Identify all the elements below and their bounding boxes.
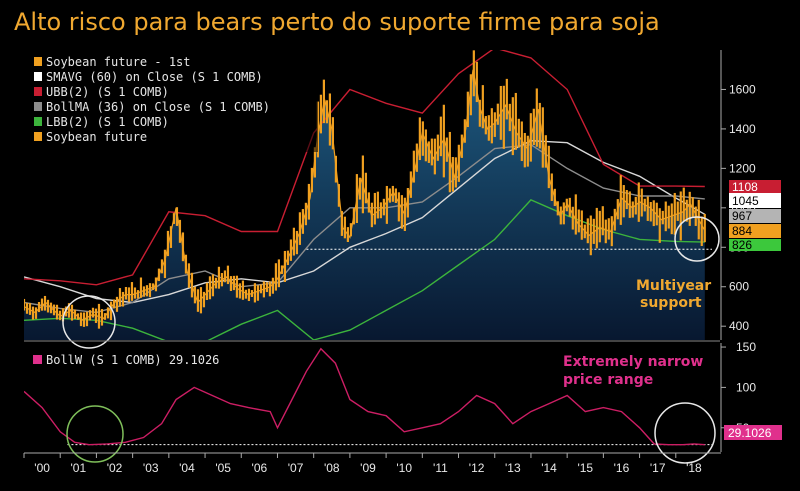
support-circle-2018 — [674, 216, 720, 262]
tag-sma-bg — [729, 209, 781, 223]
lower-legend: BollW (S 1 COMB) 29.1026 — [33, 353, 219, 367]
upper-panel — [24, 50, 720, 349]
annotation-narrow-line2: price range — [563, 372, 653, 388]
x-tick-label: '07 — [288, 461, 304, 475]
lower-panel — [24, 347, 716, 464]
x-tick-label: '14 — [541, 461, 557, 475]
sma-line — [24, 139, 706, 304]
y-tick-label: 1200 — [729, 161, 756, 175]
x-tick-label: '08 — [324, 461, 340, 475]
lower-legend-swatch — [33, 355, 42, 364]
tag-bollw-bg — [724, 425, 782, 440]
x-tick-label: '10 — [396, 461, 412, 475]
legend-label: SMAVG (60) on Close (S 1 COMB) — [46, 70, 263, 84]
x-tick-label: '11 — [433, 461, 448, 475]
legend-swatch — [34, 87, 42, 96]
bollw-line — [24, 347, 705, 446]
y-tick-label-lower: 150 — [736, 340, 756, 354]
annotation-support-line1: Multiyear — [636, 278, 711, 294]
tag-price-bg — [729, 224, 781, 238]
y-tick-label: 400 — [729, 319, 749, 333]
legend-label: LBB(2) (S 1 COMB) — [46, 115, 169, 129]
x-tick-label: '12 — [469, 461, 485, 475]
legend-swatch — [34, 102, 42, 111]
annotation-support-line2: support — [640, 295, 702, 311]
lower-legend-label: BollW (S 1 COMB) 29.1026 — [46, 353, 219, 367]
legend-swatch — [34, 72, 42, 81]
price-line — [24, 69, 706, 322]
y-tick-label: 1600 — [729, 82, 756, 96]
last-value-tags: 1108 1045 967 884 826 29.1026 — [724, 180, 782, 440]
tag-bollw: 29.1026 — [728, 426, 772, 440]
tag-price: 884 — [732, 224, 752, 238]
narrow-circle-2001 — [66, 405, 124, 463]
x-tick-label: '06 — [252, 461, 268, 475]
annotation-narrow-line1: Extremely narrow — [563, 354, 703, 370]
legend-label: BollMA (36) on Close (S 1 COMB) — [46, 100, 270, 114]
x-tick-label: '05 — [215, 461, 231, 475]
tag-sma: 967 — [732, 209, 752, 223]
y-tick-label: 1400 — [729, 122, 756, 136]
x-tick-label: '00 — [34, 461, 50, 475]
x-tick-label: '15 — [577, 461, 593, 475]
support-circle-2001 — [62, 295, 116, 349]
x-tick-label: '02 — [107, 461, 123, 475]
tag-ubb: 1108 — [732, 180, 758, 194]
x-tick-label: '01 — [70, 461, 86, 475]
x-tick-label: '09 — [360, 461, 376, 475]
legend-swatch — [34, 132, 42, 141]
tag-ubb-bg — [729, 180, 781, 193]
legend-label: Soybean future — [46, 130, 147, 144]
tag-lbb-bg — [729, 239, 781, 251]
x-tick-label: '04 — [179, 461, 195, 475]
narrow-circle-2018 — [654, 402, 716, 464]
tag-lbb: 826 — [732, 238, 752, 252]
x-tick-label: '17 — [650, 461, 666, 475]
legend-swatch — [34, 57, 42, 66]
tag-bollma-bg — [729, 193, 781, 208]
chart-title: Alto risco para bears perto do suporte f… — [14, 8, 660, 36]
legend-bg — [28, 52, 318, 152]
x-tick-label: '18 — [686, 461, 702, 475]
y-tick-label-lower: 100 — [736, 380, 756, 394]
legend-label: Soybean future - 1st — [46, 55, 191, 69]
tag-bollma: 1045 — [732, 194, 759, 208]
legend-swatch — [34, 117, 42, 126]
x-tick-label: '16 — [614, 461, 630, 475]
y-tick-label: 600 — [729, 280, 749, 294]
ubb-line — [24, 50, 705, 286]
x-tick-label: '13 — [505, 461, 521, 475]
x-tick-label: '03 — [143, 461, 159, 475]
legend-label: UBB(2) (S 1 COMB) — [46, 85, 169, 99]
